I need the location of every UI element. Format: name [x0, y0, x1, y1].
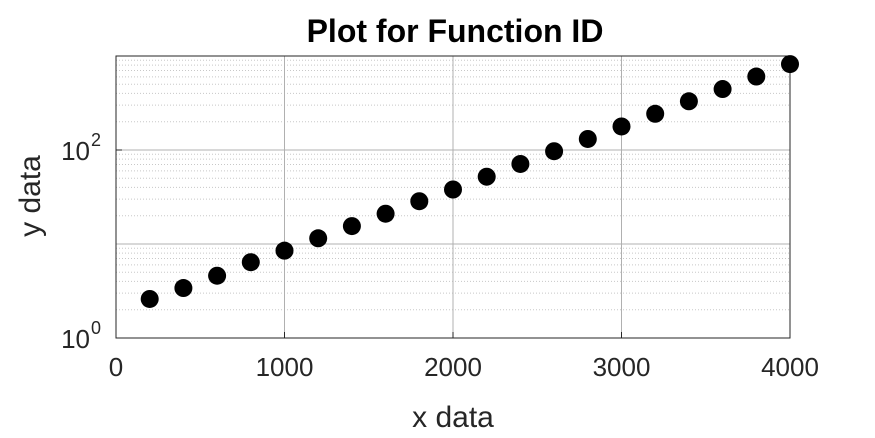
x-tick-label: 3000: [593, 352, 651, 382]
y-axis-label: y data: [14, 155, 47, 237]
y-tick-base: 10: [61, 324, 90, 354]
data-point: [309, 229, 328, 248]
data-point: [410, 192, 429, 211]
data-point: [444, 180, 462, 199]
y-tick-exponent: 0: [91, 318, 101, 338]
data-point: [477, 167, 496, 186]
data-point: [578, 129, 597, 148]
data-point: [140, 289, 159, 308]
data-point: [612, 117, 631, 136]
x-tick-label: 2000: [424, 352, 482, 382]
x-tick-label: 1000: [256, 352, 314, 382]
data-point: [646, 104, 665, 123]
data-point: [713, 80, 732, 99]
y-tick-base: 10: [61, 136, 90, 166]
x-axis-label: x data: [412, 401, 494, 434]
data-point: [679, 92, 698, 111]
chart-title: Plot for Function ID: [307, 13, 604, 49]
data-point: [511, 154, 530, 173]
data-point: [208, 266, 227, 285]
data-point: [275, 241, 294, 260]
data-point: [174, 279, 193, 298]
x-axis-ticks: 0 1000 2000 3000 4000: [109, 332, 819, 382]
y-tick-label: 10: [61, 324, 90, 354]
y-tick-label: 10: [61, 136, 90, 166]
data-points: [140, 55, 799, 308]
data-point: [241, 253, 260, 272]
data-point: [342, 217, 361, 236]
x-tick-label: 0: [109, 352, 123, 382]
data-point: [376, 204, 395, 223]
major-gridlines: [116, 56, 790, 338]
data-point: [545, 142, 564, 161]
data-point: [747, 67, 766, 86]
y-tick-exponent: 2: [91, 130, 101, 150]
x-tick-label: 4000: [761, 352, 819, 382]
data-point: [781, 55, 799, 74]
